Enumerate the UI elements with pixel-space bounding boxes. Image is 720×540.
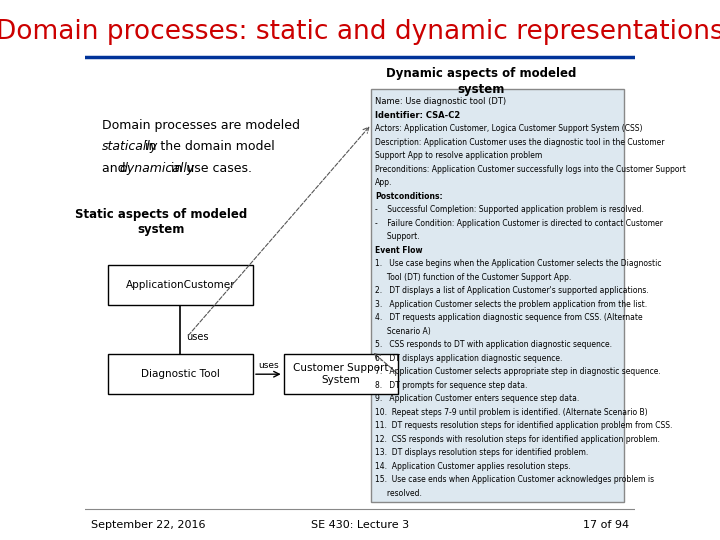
- Text: Postconditions:: Postconditions:: [375, 192, 443, 200]
- Text: in the domain model: in the domain model: [141, 140, 275, 153]
- Text: 4.   DT requests application diagnostic sequence from CSS. (Alternate: 4. DT requests application diagnostic se…: [375, 313, 643, 322]
- Text: ApplicationCustomer: ApplicationCustomer: [126, 280, 235, 290]
- Text: Domain processes are modeled: Domain processes are modeled: [102, 119, 300, 132]
- Text: uses: uses: [186, 333, 209, 342]
- Bar: [372, 89, 624, 502]
- Text: 2.   DT displays a list of Application Customer's supported applications.: 2. DT displays a list of Application Cus…: [375, 286, 649, 295]
- Text: statically: statically: [102, 140, 158, 153]
- Text: 1.   Use case begins when the Application Customer selects the Diagnostic: 1. Use case begins when the Application …: [375, 259, 662, 268]
- Text: 11.  DT requests resolution steps for identified application problem from CSS.: 11. DT requests resolution steps for ide…: [375, 421, 672, 430]
- Bar: [284, 354, 398, 394]
- Text: Identifier: CSA-C2: Identifier: CSA-C2: [375, 111, 461, 119]
- Text: 12.  CSS responds with resolution steps for identified application problem.: 12. CSS responds with resolution steps f…: [375, 435, 660, 443]
- Text: 6.   DT displays application diagnostic sequence.: 6. DT displays application diagnostic se…: [375, 354, 562, 362]
- Text: -    Failure Condition: Application Customer is directed to contact Customer: - Failure Condition: Application Custome…: [375, 219, 663, 227]
- Text: Actors: Application Customer, Logica Customer Support System (CSS): Actors: Application Customer, Logica Cus…: [375, 124, 643, 133]
- Text: 14.  Application Customer applies resolution steps.: 14. Application Customer applies resolut…: [375, 462, 571, 470]
- Text: App.: App.: [375, 178, 392, 187]
- Text: resolved.: resolved.: [375, 489, 422, 497]
- Text: Dynamic aspects of modeled
system: Dynamic aspects of modeled system: [386, 68, 576, 96]
- Text: SE 430: Lecture 3: SE 430: Lecture 3: [311, 520, 409, 530]
- Text: 17 of 94: 17 of 94: [583, 520, 629, 530]
- Text: 9.   Application Customer enters sequence step data.: 9. Application Customer enters sequence …: [375, 394, 580, 403]
- Text: September 22, 2016: September 22, 2016: [91, 520, 205, 530]
- Bar: [108, 265, 253, 305]
- Text: Static aspects of modeled
system: Static aspects of modeled system: [75, 208, 248, 236]
- Text: and: and: [102, 162, 130, 175]
- Text: 10.  Repeat steps 7-9 until problem is identified. (Alternate Scenario B): 10. Repeat steps 7-9 until problem is id…: [375, 408, 648, 416]
- Text: Preconditions: Application Customer successfully logs into the Customer Support: Preconditions: Application Customer succ…: [375, 165, 686, 173]
- Text: Name: Use diagnostic tool (DT): Name: Use diagnostic tool (DT): [375, 97, 506, 106]
- Text: Tool (DT) function of the Customer Support App.: Tool (DT) function of the Customer Suppo…: [375, 273, 572, 281]
- Text: 13.  DT displays resolution steps for identified problem.: 13. DT displays resolution steps for ide…: [375, 448, 588, 457]
- Text: 15.  Use case ends when Application Customer acknowledges problem is: 15. Use case ends when Application Custo…: [375, 475, 654, 484]
- Text: in use cases.: in use cases.: [166, 162, 252, 175]
- Text: Diagnostic Tool: Diagnostic Tool: [141, 369, 220, 379]
- Text: Scenario A): Scenario A): [375, 327, 431, 335]
- Text: dynamically: dynamically: [120, 162, 194, 175]
- Text: Event Flow: Event Flow: [375, 246, 423, 254]
- Text: Support.: Support.: [375, 232, 420, 241]
- Text: Domain processes: static and dynamic representations: Domain processes: static and dynamic rep…: [0, 19, 720, 45]
- Text: 8.   DT prompts for sequence step data.: 8. DT prompts for sequence step data.: [375, 381, 528, 389]
- Text: 5.   CSS responds to DT with application diagnostic sequence.: 5. CSS responds to DT with application d…: [375, 340, 612, 349]
- Bar: [108, 354, 253, 394]
- Text: 7.   Application Customer selects appropriate step in diagnostic sequence.: 7. Application Customer selects appropri…: [375, 367, 661, 376]
- Text: 3.   Application Customer selects the problem application from the list.: 3. Application Customer selects the prob…: [375, 300, 647, 308]
- Text: Customer Support
System: Customer Support System: [293, 363, 389, 385]
- Text: -    Successful Completion: Supported application problem is resolved.: - Successful Completion: Supported appli…: [375, 205, 644, 214]
- Text: uses: uses: [258, 361, 279, 370]
- Text: Description: Application Customer uses the diagnostic tool in the Customer: Description: Application Customer uses t…: [375, 138, 665, 146]
- Text: Support App to resolve application problem: Support App to resolve application probl…: [375, 151, 543, 160]
